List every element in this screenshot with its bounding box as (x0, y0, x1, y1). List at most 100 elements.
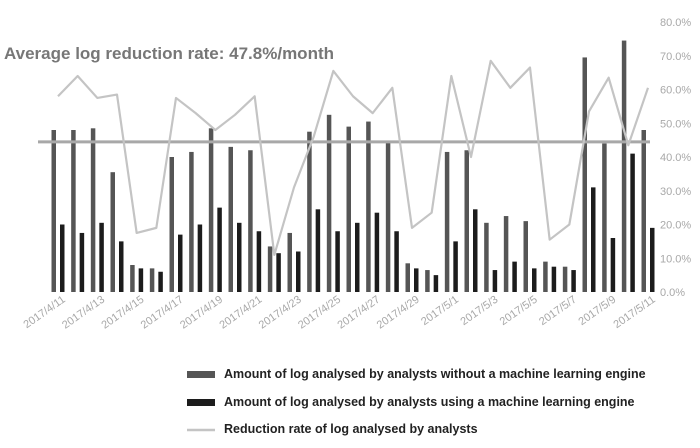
x-tick-label: 2017/4/21 (217, 294, 264, 332)
bar-without-ml (169, 157, 174, 292)
x-tick-label: 2017/4/17 (139, 294, 186, 332)
bar-without-ml (130, 265, 135, 292)
bar-with-ml (315, 209, 321, 292)
bar-with-ml (571, 270, 576, 292)
x-tick-label: 2017/4/29 (375, 294, 422, 332)
bar-with-ml (532, 268, 537, 292)
legend: Amount of log analysed by analysts witho… (187, 367, 646, 436)
bar-without-ml (464, 150, 469, 292)
bars-group (51, 40, 655, 292)
bar-without-ml (267, 246, 273, 292)
x-tick-label: 2017/4/15 (99, 294, 146, 332)
bar-without-ml (287, 232, 292, 292)
bar-with-ml (394, 231, 399, 292)
bar-without-ml (110, 172, 115, 292)
x-tick-label: 2017/4/13 (60, 294, 107, 332)
bar-with-ml (414, 268, 419, 292)
bar-without-ml (248, 150, 253, 292)
y-tick-label: 80.0% (660, 17, 691, 29)
bar-with-ml (138, 268, 144, 292)
bar-with-ml (335, 231, 340, 292)
bar-with-ml (473, 209, 478, 292)
bar-without-ml (307, 131, 312, 292)
bar-with-ml (453, 241, 458, 292)
bar-without-ml (484, 222, 489, 292)
bar-with-ml (492, 270, 498, 292)
legend-swatch (187, 399, 215, 406)
bar-with-ml (217, 207, 222, 292)
bar-with-ml (99, 222, 104, 292)
bar-without-ml (582, 57, 587, 292)
x-tick-label: 2017/5/1 (419, 294, 461, 328)
bar-without-ml (149, 268, 155, 292)
bar-with-ml (591, 187, 596, 292)
bar-without-ml (444, 151, 450, 292)
x-axis-ticks: 2017/4/112017/4/132017/4/152017/4/172017… (21, 294, 657, 332)
bar-without-ml (326, 114, 332, 292)
x-tick-label: 2017/5/3 (458, 294, 500, 328)
bar-with-ml (237, 222, 242, 292)
bar-without-ml (366, 121, 371, 292)
bar-without-ml (621, 40, 627, 292)
bar-without-ml (641, 130, 646, 292)
bar-with-ml (512, 261, 517, 292)
bar-with-ml (60, 224, 65, 292)
bar-with-ml (374, 212, 380, 292)
legend-label: Reduction rate of log analysed by analys… (224, 422, 478, 436)
y-tick-label: 10.0% (660, 253, 691, 265)
bar-without-ml (346, 126, 351, 292)
bar-with-ml (433, 275, 439, 292)
bar-without-ml (503, 216, 509, 292)
legend-label: Amount of log analysed by analysts using… (224, 395, 635, 409)
bar-with-ml (551, 266, 557, 292)
y-tick-label: 40.0% (660, 152, 691, 164)
bar-without-ml (602, 143, 607, 292)
bar-with-ml (79, 232, 85, 292)
bar-without-ml (523, 221, 528, 292)
y-tick-label: 0.0% (660, 287, 685, 299)
bar-without-ml (51, 130, 56, 292)
y-tick-label: 60.0% (660, 85, 691, 97)
y-tick-label: 20.0% (660, 220, 691, 232)
bar-without-ml (228, 146, 233, 292)
chart-title: Average log reduction rate: 47.8%/month (4, 44, 334, 63)
x-tick-label: 2017/5/11 (611, 294, 657, 331)
bar-without-ml (405, 263, 410, 292)
bar-without-ml (90, 128, 96, 292)
bar-with-ml (630, 153, 635, 292)
reduction-line-group (57, 59, 650, 256)
x-tick-label: 2017/4/11 (21, 294, 67, 331)
x-tick-label: 2017/4/23 (257, 294, 304, 332)
y-tick-label: 70.0% (660, 51, 691, 63)
x-tick-label: 2017/5/7 (537, 294, 579, 328)
bar-without-ml (385, 141, 391, 292)
bar-without-ml (543, 261, 548, 292)
x-tick-label: 2017/4/27 (335, 294, 382, 332)
bar-with-ml (355, 222, 360, 292)
bar-without-ml (189, 151, 194, 292)
legend-label: Amount of log analysed by analysts witho… (224, 367, 646, 381)
bar-without-ml (208, 128, 214, 292)
bar-without-ml (71, 130, 76, 292)
legend-swatch (187, 371, 215, 378)
y-axis-ticks: 0.0% 10.0% 20.0% 30.0% 40.0% 50.0% 60.0% 70.0% 8… (660, 17, 691, 299)
bar-with-ml (158, 271, 163, 292)
reduction-rate-line (57, 59, 650, 256)
bar-with-ml (296, 251, 301, 292)
y-tick-label: 50.0% (660, 118, 691, 130)
x-tick-label: 2017/5/5 (498, 294, 540, 328)
x-tick-label: 2017/4/25 (296, 294, 343, 332)
bar-with-ml (256, 231, 262, 292)
bar-with-ml (178, 234, 183, 292)
x-tick-label: 2017/4/19 (178, 294, 225, 332)
bar-with-ml (276, 253, 281, 292)
bar-without-ml (425, 270, 430, 292)
y-tick-label: 30.0% (660, 186, 691, 198)
bar-with-ml (610, 238, 616, 292)
bar-with-ml (197, 224, 203, 292)
bar-with-ml (119, 241, 124, 292)
bar-with-ml (650, 227, 655, 292)
bar-without-ml (562, 266, 568, 292)
